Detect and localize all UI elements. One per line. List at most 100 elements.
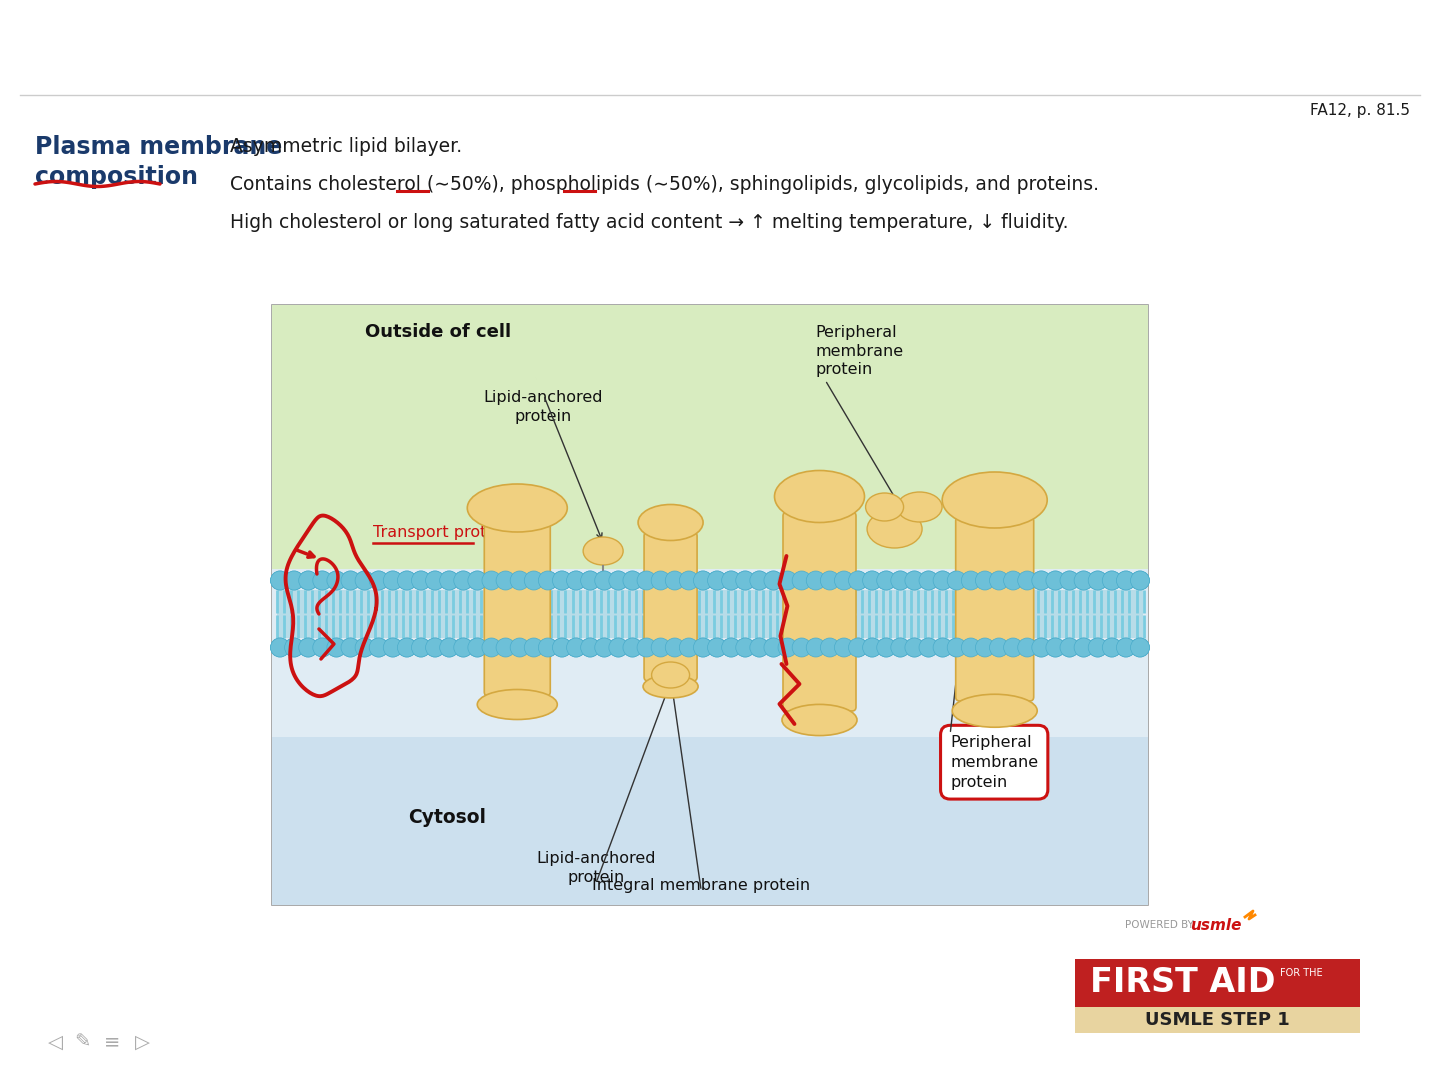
Circle shape — [369, 571, 389, 590]
Circle shape — [904, 638, 924, 657]
Circle shape — [356, 638, 374, 657]
Circle shape — [271, 571, 289, 590]
Circle shape — [426, 638, 445, 657]
Circle shape — [312, 638, 331, 657]
Circle shape — [821, 571, 840, 590]
Text: USMLE STEP 1: USMLE STEP 1 — [1145, 1011, 1289, 1029]
Circle shape — [919, 638, 937, 657]
Circle shape — [1074, 638, 1093, 657]
Circle shape — [933, 638, 952, 657]
Circle shape — [975, 571, 995, 590]
Circle shape — [397, 571, 416, 590]
Circle shape — [412, 571, 431, 590]
Circle shape — [327, 571, 346, 590]
Circle shape — [694, 638, 713, 657]
Circle shape — [863, 571, 881, 590]
Circle shape — [1018, 638, 1037, 657]
Circle shape — [327, 638, 346, 657]
Circle shape — [1102, 571, 1122, 590]
Circle shape — [412, 571, 431, 590]
Ellipse shape — [942, 472, 1047, 528]
Circle shape — [821, 571, 840, 590]
Circle shape — [863, 571, 881, 590]
Circle shape — [821, 638, 840, 657]
Circle shape — [1032, 638, 1051, 657]
Ellipse shape — [467, 484, 567, 532]
Circle shape — [312, 571, 331, 590]
Circle shape — [553, 638, 572, 657]
Text: Integral membrane protein: Integral membrane protein — [592, 878, 811, 893]
Circle shape — [904, 571, 924, 590]
Text: Lipid-anchored
protein: Lipid-anchored protein — [536, 851, 655, 885]
Circle shape — [765, 638, 783, 657]
Circle shape — [553, 638, 572, 657]
Circle shape — [736, 638, 755, 657]
Circle shape — [989, 638, 1008, 657]
Circle shape — [834, 571, 854, 590]
Circle shape — [948, 638, 966, 657]
Ellipse shape — [644, 675, 698, 698]
Circle shape — [806, 571, 825, 590]
Circle shape — [694, 571, 713, 590]
Circle shape — [285, 638, 304, 657]
Circle shape — [553, 571, 572, 590]
FancyBboxPatch shape — [272, 305, 1148, 569]
Circle shape — [933, 638, 952, 657]
Circle shape — [933, 571, 952, 590]
Circle shape — [356, 638, 374, 657]
Circle shape — [595, 638, 613, 657]
Circle shape — [383, 638, 402, 657]
Circle shape — [369, 638, 389, 657]
Circle shape — [877, 638, 896, 657]
Circle shape — [877, 571, 896, 590]
Circle shape — [454, 638, 472, 657]
Circle shape — [1032, 571, 1051, 590]
Circle shape — [1060, 571, 1079, 590]
Circle shape — [566, 638, 586, 657]
FancyBboxPatch shape — [484, 522, 550, 696]
Circle shape — [962, 638, 981, 657]
Circle shape — [1074, 571, 1093, 590]
Text: Plasma membrane
composition: Plasma membrane composition — [35, 135, 282, 189]
Circle shape — [848, 571, 867, 590]
Circle shape — [806, 638, 825, 657]
FancyBboxPatch shape — [956, 517, 1034, 701]
Circle shape — [891, 571, 910, 590]
Circle shape — [524, 638, 543, 657]
Circle shape — [312, 571, 331, 590]
Circle shape — [877, 571, 896, 590]
Circle shape — [1032, 571, 1051, 590]
Ellipse shape — [775, 471, 864, 523]
Circle shape — [651, 638, 670, 657]
Circle shape — [1089, 571, 1107, 590]
Text: ✎: ✎ — [73, 1032, 91, 1052]
Circle shape — [539, 638, 557, 657]
Circle shape — [566, 571, 586, 590]
FancyBboxPatch shape — [272, 305, 1148, 905]
Circle shape — [1116, 638, 1135, 657]
Text: Contains cholesterol (∼50%), phospholipids (∼50%), sphingolipids, glycolipids, a: Contains cholesterol (∼50%), phospholipi… — [230, 175, 1099, 194]
Circle shape — [919, 638, 937, 657]
Circle shape — [778, 571, 798, 590]
Circle shape — [1102, 638, 1122, 657]
Circle shape — [694, 571, 713, 590]
Circle shape — [383, 638, 402, 657]
Circle shape — [595, 571, 613, 590]
Circle shape — [1102, 638, 1122, 657]
Circle shape — [510, 638, 528, 657]
Ellipse shape — [952, 694, 1037, 727]
Circle shape — [707, 638, 727, 657]
Text: Transport protein: Transport protein — [373, 526, 511, 540]
Circle shape — [468, 638, 487, 657]
Circle shape — [736, 638, 755, 657]
Circle shape — [1130, 638, 1149, 657]
FancyBboxPatch shape — [783, 512, 855, 711]
Circle shape — [580, 638, 599, 657]
Circle shape — [636, 638, 657, 657]
Circle shape — [495, 638, 516, 657]
Circle shape — [327, 638, 346, 657]
Circle shape — [341, 638, 360, 657]
Circle shape — [426, 571, 445, 590]
Circle shape — [539, 571, 557, 590]
Circle shape — [863, 638, 881, 657]
